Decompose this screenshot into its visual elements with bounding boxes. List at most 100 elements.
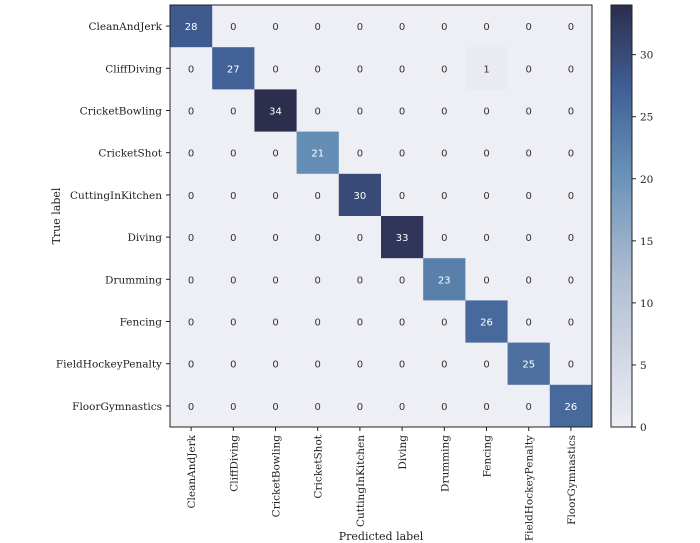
heatmap-cell — [254, 384, 298, 428]
colorbar-segment — [611, 233, 632, 238]
heatmap-cell — [254, 5, 298, 48]
heatmap-cell — [465, 89, 509, 133]
colorbar-segment — [611, 103, 632, 108]
cell-value-label: 0 — [357, 360, 363, 371]
colorbar-segment — [611, 293, 632, 298]
cell-value-label: 0 — [526, 107, 532, 118]
colorbar-segment — [611, 300, 632, 305]
x-tick-labels: CleanAndJerk CliffDiving CricketBowling Cri… — [186, 427, 578, 541]
heatmap-cell — [465, 342, 509, 386]
colorbar-segment — [611, 142, 632, 147]
heatmap-cell — [170, 5, 213, 48]
colorbar-segment — [611, 68, 632, 73]
cell-value-label: 0 — [568, 275, 574, 286]
cell-value-label: 0 — [526, 22, 532, 33]
cell-value-label: 0 — [230, 107, 236, 118]
colorbar-segment — [611, 370, 632, 375]
heatmap-cell — [507, 258, 551, 301]
cell-value-label: 0 — [357, 149, 363, 160]
heatmap-cell — [338, 300, 382, 344]
heatmap-cell — [381, 300, 424, 344]
colorbar-segment — [611, 12, 632, 17]
colorbar-segment — [611, 159, 632, 164]
colorbar-segment — [611, 121, 632, 126]
colorbar-segment — [611, 163, 632, 168]
cell-value-label: 0 — [272, 233, 278, 244]
heatmap-cell — [296, 384, 340, 428]
heatmap-cell — [549, 216, 593, 259]
cell-value-label: 0 — [315, 233, 321, 244]
y-tick-label: FieldHockeyPenalty — [56, 359, 162, 371]
colorbar-segment — [611, 384, 632, 389]
heatmap-cell — [423, 258, 466, 301]
colorbar-tick-label: 30 — [640, 50, 653, 62]
colorbar-segment — [611, 135, 632, 140]
heatmap-cell — [338, 342, 382, 386]
heatmap-cell — [338, 258, 382, 301]
colorbar-segment — [611, 96, 632, 101]
heatmap-cell — [212, 89, 255, 133]
y-tick-label: Diving — [127, 232, 162, 244]
colorbar-frame — [610, 4, 633, 428]
cell-value-label: 0 — [357, 107, 363, 118]
cell-value-label: 0 — [441, 318, 447, 329]
cell-value-label: 0 — [526, 318, 532, 329]
colorbar-segment — [611, 173, 632, 178]
cell-value-label: 0 — [399, 149, 405, 160]
y-tick-label: CleanAndJerk — [89, 21, 163, 33]
cell-value-label: 0 — [399, 191, 405, 202]
heatmap-cell — [381, 342, 424, 386]
cell-value-label: 23 — [438, 275, 451, 286]
cell-value-label: 0 — [230, 402, 236, 413]
cell-value-label: 25 — [522, 360, 535, 371]
cell-value-label: 0 — [526, 191, 532, 202]
colorbar-segment — [611, 272, 632, 277]
cell-value-label: 0 — [568, 318, 574, 329]
heatmap-cell — [296, 131, 340, 175]
heatmap-cell — [170, 384, 213, 428]
heatmap-cell — [423, 89, 466, 133]
colorbar-segment — [611, 26, 632, 31]
heatmap-cell — [549, 342, 593, 386]
heatmap-cell — [296, 300, 340, 344]
heatmap-cell — [549, 5, 593, 48]
heatmap-cell — [170, 131, 213, 175]
heatmap-cell — [465, 300, 509, 344]
cell-value-label: 0 — [568, 233, 574, 244]
colorbar-segment — [611, 398, 632, 403]
heatmap-cell — [254, 173, 298, 217]
colorbar-segment — [611, 15, 632, 20]
colorbar-segment — [611, 40, 632, 45]
colorbar-segment — [611, 416, 632, 421]
x-tick-label: CleanAndJerk — [186, 434, 198, 508]
heatmap-cell — [296, 216, 340, 259]
cell-value-label: 0 — [399, 402, 405, 413]
colorbar-segment — [611, 356, 632, 361]
heatmap-cell — [423, 173, 466, 217]
colorbar-segment — [611, 388, 632, 393]
colorbar-segment — [611, 261, 632, 266]
colorbar-segment — [611, 339, 632, 344]
x-tick-label: Diving — [397, 435, 409, 470]
colorbar-segment — [611, 216, 632, 221]
colorbar-segment — [611, 342, 632, 347]
colorbar-segment — [611, 29, 632, 34]
heatmap-cell — [507, 216, 551, 259]
cell-value-label: 0 — [357, 233, 363, 244]
heatmap-cell — [423, 47, 466, 90]
cell-value-label: 0 — [272, 360, 278, 371]
colorbar-segment — [611, 198, 632, 203]
y-tick-label: FloorGymnastics — [72, 401, 162, 413]
cell-value-label: 0 — [526, 149, 532, 160]
cell-value-label: 0 — [399, 64, 405, 75]
colorbar-tick-label: 10 — [640, 298, 653, 310]
cell-value-label: 0 — [568, 191, 574, 202]
colorbar-segment — [611, 282, 632, 287]
heatmap-cell — [423, 216, 466, 259]
colorbar-segment — [611, 349, 632, 354]
colorbar-segment — [611, 314, 632, 319]
colorbar-segment — [611, 328, 632, 333]
colorbar-segment — [611, 405, 632, 411]
colorbar-tick-label: 0 — [640, 422, 647, 434]
cell-value-label: 0 — [526, 402, 532, 413]
